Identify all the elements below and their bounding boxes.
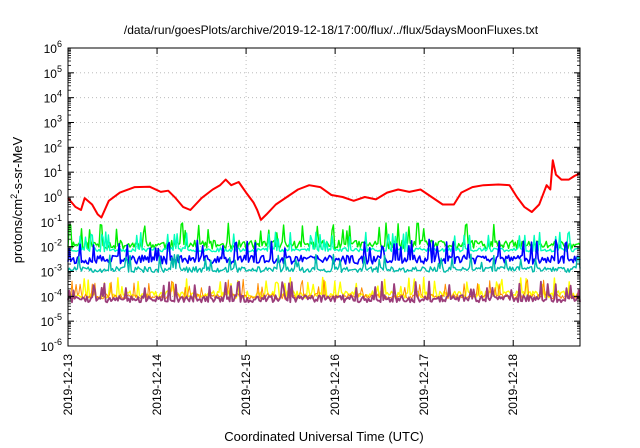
x-tick-label: 2019-12-13 — [61, 354, 75, 416]
series-line-1 — [67, 159, 581, 221]
y-axis-label: protons/cm2-s-sr-MeV — [9, 136, 25, 263]
y-tick-label: 100 — [44, 188, 62, 205]
x-tick-labels: 2019-12-13 2019-12-14 2019-12-15 2019-12-16… — [61, 354, 520, 416]
y-tick-label: 106 — [44, 39, 62, 56]
y-tick-label: 10-3 — [41, 263, 62, 280]
grid-lines — [68, 48, 580, 346]
y-tick-label: 10-1 — [41, 213, 62, 230]
y-axis-label-pre: protons/cm — [10, 199, 25, 263]
y-tick-label: 105 — [44, 64, 62, 81]
y-tick-label: 10-2 — [41, 238, 62, 255]
x-tick-label: 2019-12-16 — [328, 354, 342, 416]
series-line-7 — [67, 278, 581, 300]
series-line-8 — [67, 280, 581, 304]
x-tick-label: 2019-12-14 — [150, 354, 164, 416]
x-axis-label: Coordinated Universal Time (UTC) — [224, 429, 423, 444]
series-line-3 — [67, 231, 581, 253]
y-tick-labels: 10-6 10-5 10-4 10-3 10-2 10-1 100 101 102 103 104 1… — [41, 39, 62, 354]
y-tick-label: 103 — [44, 114, 62, 131]
y-tick-label: 102 — [44, 138, 62, 155]
y-axis-label-sup: 2 — [9, 194, 19, 199]
x-tick-label: 2019-12-18 — [506, 354, 520, 416]
y-tick-label: 10-5 — [41, 312, 62, 329]
y-tick-label: 10-6 — [41, 337, 62, 354]
chart-title: /data/run/goesPlots/archive/2019-12-18/1… — [124, 23, 539, 37]
x-tick-label: 2019-12-15 — [239, 354, 253, 416]
series-lines — [67, 159, 581, 304]
y-tick-label: 101 — [44, 163, 62, 180]
axis-ticks — [67, 47, 580, 347]
y-tick-label: 104 — [44, 89, 62, 106]
y-axis-label-post: -s-sr-MeV — [10, 136, 25, 193]
series-line-5 — [67, 253, 581, 273]
x-tick-label: 2019-12-17 — [417, 354, 431, 416]
y-tick-label: 10-4 — [41, 287, 62, 304]
